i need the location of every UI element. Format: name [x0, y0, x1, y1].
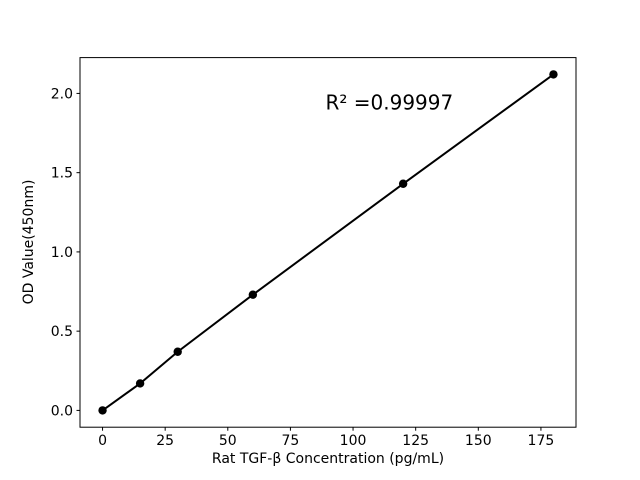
y-axis-label: OD Value(450nm): [21, 180, 37, 305]
plot-spine-box: [79, 57, 577, 428]
x-tick-label: 25: [156, 433, 174, 449]
x-tick-label: 0: [98, 433, 107, 449]
data-point: [98, 406, 107, 415]
x-tick-label: 50: [219, 433, 237, 449]
y-axis-ticks: 0.0 0.5 1.0 1.5 2.0: [51, 86, 80, 419]
data-point: [135, 379, 145, 388]
fit-line: [101, 73, 555, 412]
y-tick-label: 1.0: [51, 245, 73, 261]
y-tick-label: 1.5: [51, 166, 73, 182]
r-squared-annotation: R² =0.99997: [326, 90, 454, 114]
data-point: [549, 70, 558, 79]
x-tick-label: 150: [465, 433, 492, 449]
x-tick-label: 75: [282, 433, 300, 449]
x-tick-label: 175: [528, 433, 555, 449]
y-tick-label: 0.5: [51, 324, 73, 340]
data-point: [173, 347, 182, 356]
x-tick-label: 125: [402, 433, 429, 449]
data-point: [398, 179, 408, 188]
x-tick-label: 100: [340, 433, 367, 449]
data-points: [98, 70, 558, 415]
data-point: [248, 290, 258, 299]
x-axis-label: Rat TGF-β Concentration (pg/mL): [212, 451, 444, 467]
data-line: [101, 73, 555, 412]
y-tick-label: 0.0: [51, 403, 73, 419]
x-axis-ticks: 0 25 50 75 100 125 150 175: [98, 427, 554, 449]
y-tick-label: 2.0: [51, 86, 73, 102]
